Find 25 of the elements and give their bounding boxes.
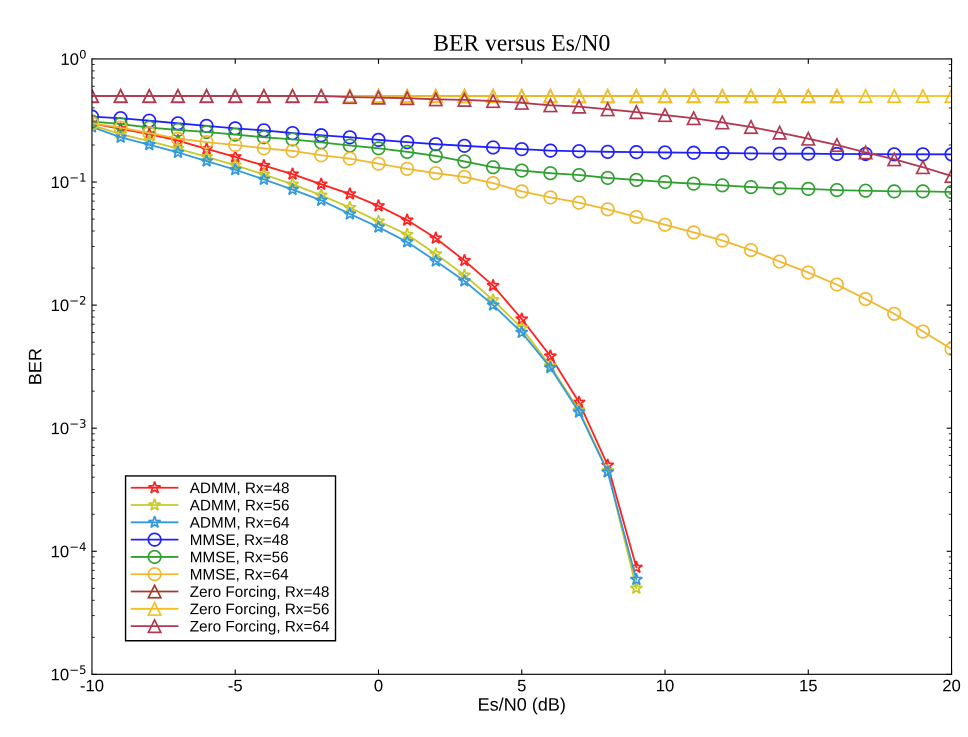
legend-label: ADMM, Rx=64 <box>190 517 290 530</box>
legend-label: ADMM, Rx=56 <box>190 500 289 512</box>
y-tick-label: 10$^{−2}$ <box>52 296 86 312</box>
y-tick-label: 10$^{0}$ <box>62 50 86 66</box>
legend-label: MMSE, Rx=48 <box>190 534 288 547</box>
x-tick-label: 15 <box>800 680 817 692</box>
y-tick-label: 10$^{−3}$ <box>52 419 86 434</box>
y-axis-title: BER <box>28 348 42 384</box>
legend-label: Zero Forcing, Rx=64 <box>190 620 329 635</box>
legend-label: MMSE, Rx=64 <box>190 568 288 582</box>
x-tick-label: -10 <box>80 680 104 692</box>
y-tick-label: 10$^{−1}$ <box>52 173 86 188</box>
x-tick-label: 20 <box>943 680 960 692</box>
legend-label: MMSE, Rx=56 <box>190 552 288 564</box>
legend-label: Zero Forcing, Rx=48 <box>190 586 329 600</box>
legend-label: ADMM, Rx=48 <box>190 482 289 496</box>
chart-title: BER versus Es/N0 <box>434 34 610 51</box>
y-tick-label: 10$^{−4}$ <box>52 542 86 558</box>
x-tick-label: -5 <box>228 680 242 692</box>
x-axis-title: Es/N0 (dB) <box>479 698 565 714</box>
y-tick-label: 10$^{−5}$ <box>52 665 86 680</box>
x-tick-label: 10 <box>657 680 674 692</box>
x-tick-label: 0 <box>374 680 382 692</box>
legend-label: Zero Forcing, Rx=56 <box>190 603 329 618</box>
x-tick-label: 5 <box>518 680 526 692</box>
